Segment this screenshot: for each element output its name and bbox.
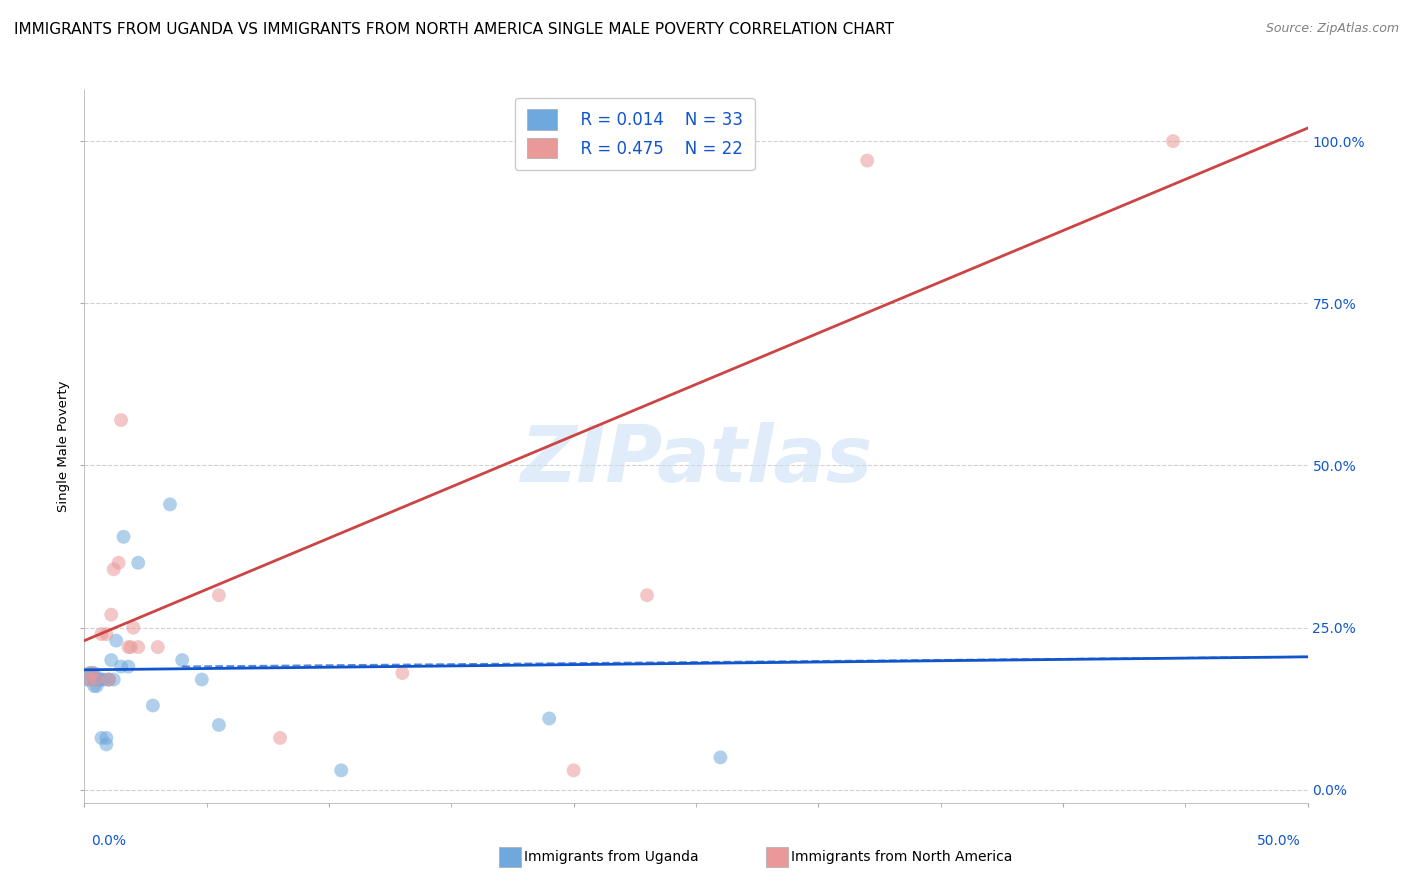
- Point: [97, 673, 120, 687]
- Point: [80, 666, 103, 681]
- Point: [86, 679, 108, 693]
- Point: [127, 640, 149, 654]
- Point: [86, 673, 108, 687]
- Point: [122, 621, 145, 635]
- Point: [208, 588, 231, 602]
- Point: [93, 673, 115, 687]
- Point: [83, 666, 105, 681]
- Point: [159, 497, 181, 511]
- Text: 0.0%: 0.0%: [91, 834, 127, 848]
- Point: [172, 653, 194, 667]
- Point: [76, 673, 98, 687]
- Point: [191, 673, 214, 687]
- Point: [120, 640, 142, 654]
- Point: [100, 653, 122, 667]
- Point: [208, 718, 231, 732]
- Point: [77, 666, 100, 681]
- Text: Source: ZipAtlas.com: Source: ZipAtlas.com: [1265, 22, 1399, 36]
- Text: 50.0%: 50.0%: [1257, 834, 1301, 848]
- Point: [103, 562, 125, 576]
- Point: [117, 659, 139, 673]
- Point: [87, 673, 110, 687]
- Point: [391, 666, 413, 681]
- Point: [96, 627, 118, 641]
- Point: [80, 666, 103, 681]
- Point: [96, 731, 118, 745]
- Point: [330, 764, 353, 778]
- Point: [127, 556, 149, 570]
- Point: [97, 673, 120, 687]
- Point: [86, 673, 108, 687]
- Point: [97, 673, 120, 687]
- Point: [1161, 134, 1184, 148]
- Point: [856, 153, 879, 168]
- Point: [538, 711, 561, 725]
- Point: [96, 738, 118, 752]
- Point: [269, 731, 291, 745]
- Point: [117, 640, 139, 654]
- Point: [90, 673, 112, 687]
- Point: [90, 627, 112, 641]
- Point: [636, 588, 658, 602]
- Point: [142, 698, 165, 713]
- Text: Immigrants from North America: Immigrants from North America: [792, 850, 1012, 864]
- Point: [107, 556, 129, 570]
- Point: [146, 640, 169, 654]
- Point: [83, 673, 105, 687]
- Point: [103, 673, 125, 687]
- Y-axis label: Single Male Poverty: Single Male Poverty: [56, 380, 70, 512]
- Point: [709, 750, 731, 764]
- Point: [90, 731, 112, 745]
- Point: [562, 764, 585, 778]
- Point: [77, 673, 100, 687]
- Point: [77, 673, 100, 687]
- Point: [87, 673, 110, 687]
- Point: [110, 659, 132, 673]
- Point: [110, 413, 132, 427]
- Point: [105, 633, 128, 648]
- Text: Immigrants from Uganda: Immigrants from Uganda: [524, 850, 699, 864]
- Text: ZIPatlas: ZIPatlas: [520, 422, 872, 499]
- Point: [112, 530, 135, 544]
- Legend:   R = 0.014    N = 33,   R = 0.475    N = 22: R = 0.014 N = 33, R = 0.475 N = 22: [515, 97, 755, 169]
- Text: IMMIGRANTS FROM UGANDA VS IMMIGRANTS FROM NORTH AMERICA SINGLE MALE POVERTY CORR: IMMIGRANTS FROM UGANDA VS IMMIGRANTS FRO…: [14, 22, 894, 37]
- Point: [100, 607, 122, 622]
- Point: [83, 679, 105, 693]
